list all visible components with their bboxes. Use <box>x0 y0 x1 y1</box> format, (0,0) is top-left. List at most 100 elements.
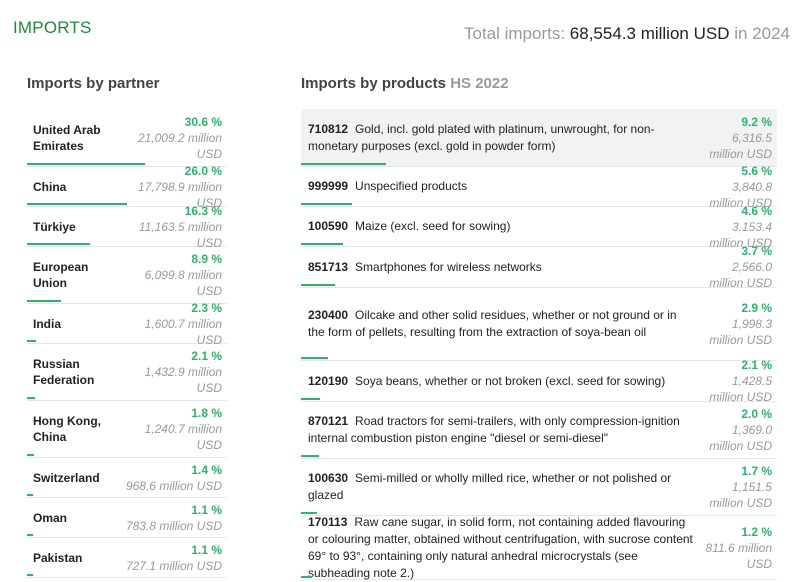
product-values: 2.9 % 1,998.3 million USD <box>704 300 777 348</box>
partner-pct: 1.1 % <box>191 502 222 517</box>
product-pct: 4.6 % <box>741 203 772 218</box>
product-code: 710812 <box>308 121 349 136</box>
partner-amount: 968.6 million USD <box>125 478 222 493</box>
product-amount: 1,428.5 million USD <box>709 374 772 404</box>
total-prefix: Total imports: <box>463 24 570 43</box>
product-description: Soya beans, whether or not broken (excl.… <box>355 373 666 388</box>
partner-pct: 30.6 % <box>184 114 222 129</box>
product-pct: 3.7 % <box>741 244 772 258</box>
products-section-title: Imports by products HS 2022 <box>301 75 509 92</box>
product-text: 170113 Raw cane sugar, in solid form, not… <box>301 514 704 582</box>
product-text: 710812 Gold, incl. gold plated with plati… <box>301 121 704 155</box>
total-value: 68,554.3 million USD <box>569 24 730 43</box>
product-pct: 5.6 % <box>741 163 772 178</box>
products-subtitle: HS 2022 <box>450 75 509 92</box>
product-description: Maize (excl. seed for sowing) <box>355 219 511 233</box>
products-title-text: Imports by products <box>301 75 447 92</box>
partner-share-bar <box>27 340 36 342</box>
partner-row[interactable]: Pakistan 1.1 % 727.1 million USD <box>27 538 227 578</box>
product-code: 100630 <box>308 471 349 485</box>
product-values: 1.2 % 811.6 million USD <box>704 524 777 572</box>
partner-pct: 1.8 % <box>191 406 222 420</box>
partner-share-bar <box>27 163 146 165</box>
partner-row[interactable]: Switzerland 1.4 % 968.6 million USD <box>27 458 227 498</box>
product-description: Oilcake and other solid residues, whethe… <box>308 308 677 339</box>
partner-share-bar <box>27 454 34 456</box>
product-row[interactable]: 870121 Road tractors for semi-trailers, w… <box>301 402 777 459</box>
product-values: 3.7 % 2,566.0 million USD <box>704 243 777 291</box>
product-share-bar <box>301 284 335 286</box>
product-row[interactable]: 120190 Soya beans, whether or not broken … <box>301 358 777 404</box>
product-share-bar <box>301 243 344 245</box>
product-code: 120190 <box>308 373 349 388</box>
partner-name: Switzerland <box>33 470 100 485</box>
products-list: 710812 Gold, incl. gold plated with plati… <box>301 109 777 580</box>
partner-values: 1.8 % 1,240.7 million USD <box>117 405 227 453</box>
product-row[interactable]: 230400 Oilcake and other solid residues, … <box>301 288 777 361</box>
product-text: 870121 Road tractors for semi-trailers, w… <box>301 413 704 447</box>
partner-share-bar <box>27 397 36 399</box>
partner-row[interactable]: European Union 8.9 % 6,099.8 million USD <box>27 247 227 304</box>
partner-name: Russian Federation <box>33 357 95 387</box>
product-row[interactable]: 999999 Unspecified products 5.6 % 3,840.8 … <box>301 164 777 210</box>
product-values: 9.2 % 6,316.5 million USD <box>704 114 777 162</box>
product-values: 2.0 % 1,369.0 million USD <box>704 406 777 454</box>
partner-amount: 21,009.2 million USD <box>137 130 222 161</box>
partner-values: 1.1 % 783.8 million USD <box>117 502 227 534</box>
product-code: 870121 <box>308 414 349 428</box>
partner-name: United Arab Emirates <box>33 122 101 153</box>
partner-pct: 16.3 % <box>184 203 222 218</box>
total-imports: Total imports: 68,554.3 million USD in 2… <box>464 24 790 44</box>
partner-row[interactable]: United Arab Emirates 30.6 % 21,009.2 mill… <box>27 109 227 167</box>
partner-values: 30.6 % 21,009.2 million USD <box>117 114 227 162</box>
product-row[interactable]: 100630 Semi-milled or wholly milled rice,… <box>301 459 777 516</box>
product-code: 230400 <box>308 308 349 322</box>
partner-row[interactable]: Türkiye 16.3 % 11,163.5 million USD <box>27 204 227 250</box>
partner-amount: 6,099.8 million USD <box>144 268 222 298</box>
partner-share-bar <box>27 243 90 245</box>
product-amount: 1,369.0 million USD <box>709 423 772 453</box>
product-code: 100590 <box>308 219 349 233</box>
product-description: Semi-milled or wholly milled rice, wheth… <box>308 471 672 502</box>
product-pct: 2.1 % <box>741 358 772 372</box>
partner-row[interactable]: Oman 1.1 % 783.8 million USD <box>27 498 227 538</box>
product-text: 120190 Soya beans, whether or not broken … <box>301 373 704 390</box>
partner-amount: 727.1 million USD <box>125 558 222 573</box>
product-share-bar <box>301 203 353 205</box>
product-amount: 3,840.8 million USD <box>709 179 772 210</box>
product-share-bar <box>301 455 320 457</box>
product-share-bar <box>301 357 328 359</box>
partner-amount: 1,240.7 million USD <box>144 422 222 452</box>
product-description: Unspecified products <box>355 179 468 193</box>
partner-row[interactable]: China 26.0 % 17,798.9 million USD <box>27 164 227 210</box>
partner-name: European Union <box>33 260 89 290</box>
partner-amount: 1,432.9 million USD <box>144 365 222 395</box>
partner-name: Türkiye <box>33 219 76 234</box>
partner-pct: 2.3 % <box>191 300 222 315</box>
page-title: IMPORTS <box>13 18 92 37</box>
product-values: 5.6 % 3,840.8 million USD <box>704 163 777 211</box>
product-row[interactable]: 100590 Maize (excl. seed for sowing) 4.6 … <box>301 204 777 250</box>
partner-row[interactable]: Hong Kong, China 1.8 % 1,240.7 million US… <box>27 401 227 458</box>
product-description: Raw cane sugar, in solid form, not conta… <box>308 514 693 580</box>
product-amount: 1,151.5 million USD <box>709 480 772 510</box>
partner-pct: 8.9 % <box>191 252 222 266</box>
product-row[interactable]: 851713 Smartphones for wireless networks … <box>301 244 777 290</box>
product-row[interactable]: 710812 Gold, incl. gold plated with plati… <box>301 109 777 167</box>
partner-name: Hong Kong, China <box>33 414 101 444</box>
partner-name: Oman <box>33 510 68 525</box>
product-row[interactable]: 170113 Raw cane sugar, in solid form, not… <box>301 514 777 582</box>
product-text: 999999 Unspecified products <box>301 178 704 195</box>
partner-name: China <box>33 179 67 194</box>
partner-share-bar <box>27 300 62 302</box>
product-amount: 6,316.5 million USD <box>709 130 772 161</box>
partners-section-title: Imports by partner <box>27 75 160 92</box>
partner-row[interactable]: India 2.3 % 1,600.7 million USD <box>27 301 227 347</box>
partner-pct: 1.1 % <box>191 542 222 557</box>
product-share-bar <box>301 163 386 165</box>
product-pct: 9.2 % <box>741 114 772 129</box>
product-amount: 2,566.0 million USD <box>709 260 772 290</box>
partner-row[interactable]: Russian Federation 2.1 % 1,432.9 million … <box>27 344 227 401</box>
product-code: 170113 <box>308 514 348 529</box>
product-amount: 811.6 million USD <box>705 540 772 571</box>
